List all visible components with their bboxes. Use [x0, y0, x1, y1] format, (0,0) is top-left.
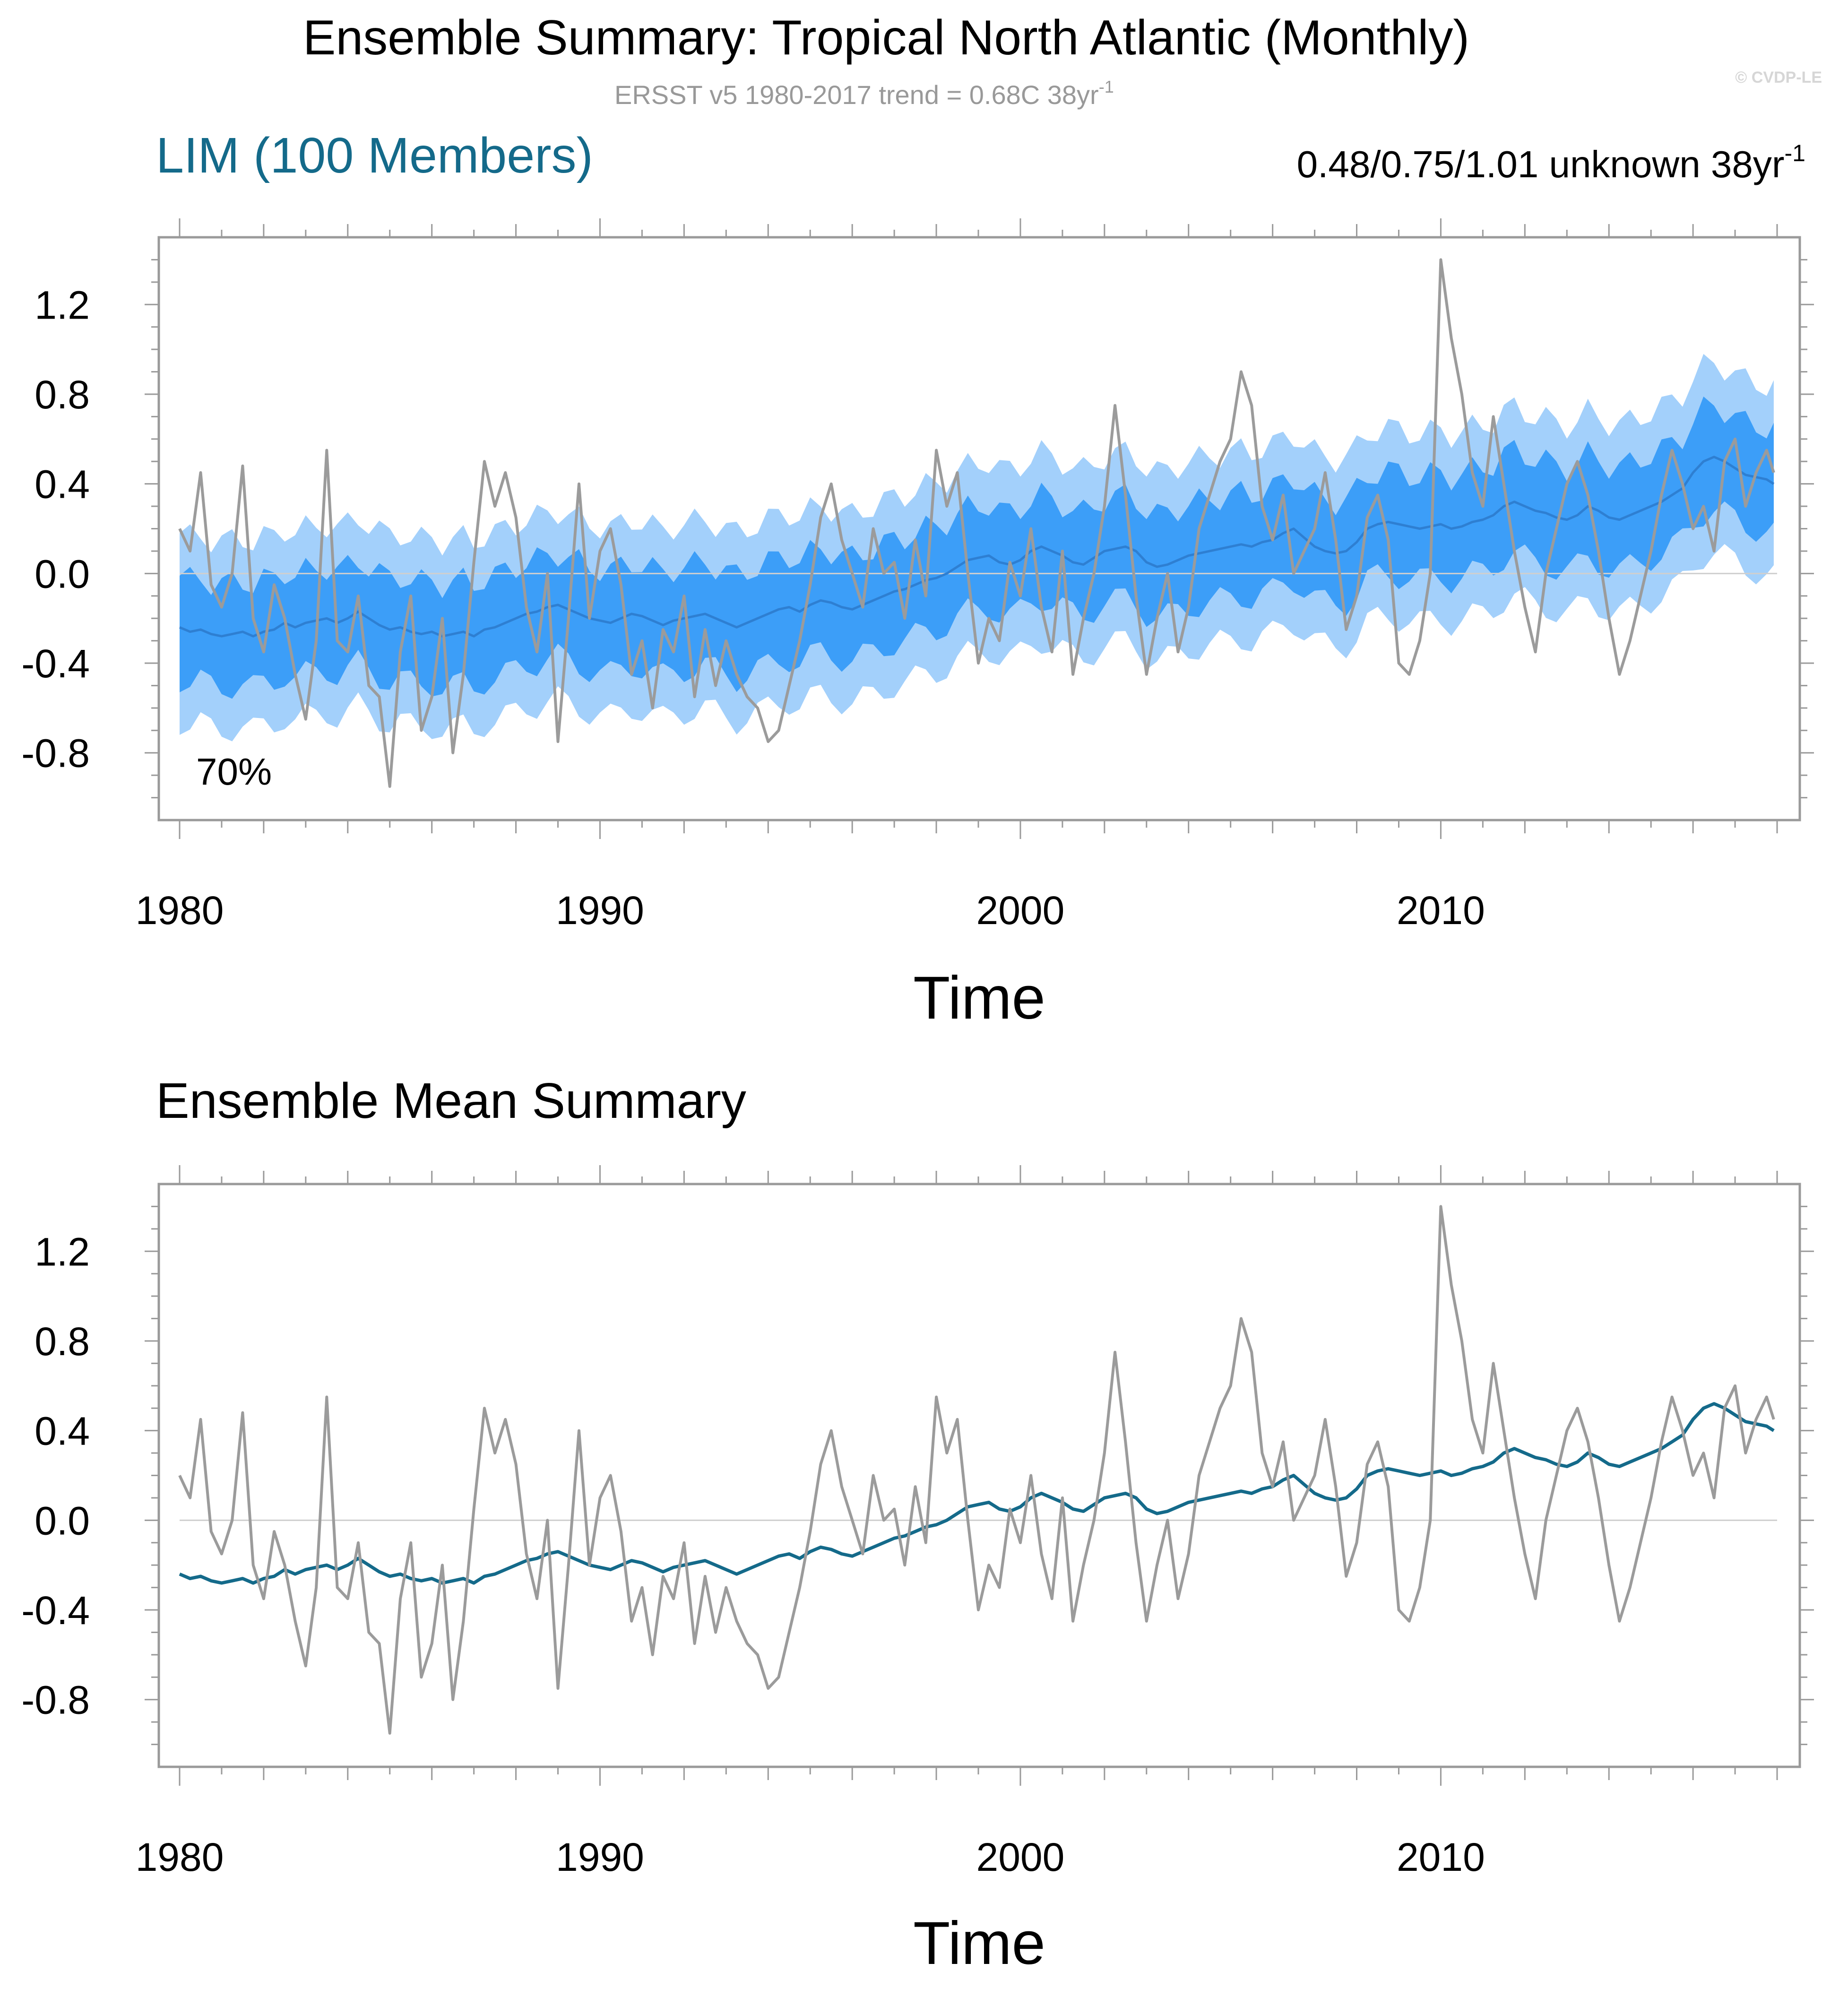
top-model-label: LIM (100 Members) [156, 128, 593, 183]
bottom-series-lines [178, 1205, 1777, 1735]
bottom-x-axis: 1980 1990 2000 2010 [136, 1165, 1778, 1879]
bottom-x-tick-label: 1990 [556, 1835, 644, 1879]
bottom-y-tick-label: 0.0 [35, 1498, 90, 1543]
top-x-axis: 1980 1990 2000 2010 [136, 218, 1778, 933]
bottom-x-tick-label: 1980 [136, 1835, 224, 1879]
top-x-tick-label: 1990 [556, 888, 644, 933]
bottom-y-tick-label: 0.4 [35, 1409, 90, 1453]
bottom-x-tick-label: 2000 [976, 1835, 1065, 1879]
panel-top: LIM (100 Members) 0.48/0.75/1.01 unknown… [21, 128, 1814, 1032]
figure-subtitle-sup: -1 [1099, 77, 1114, 96]
top-y-tick-label: 0.0 [35, 552, 90, 596]
figure-title: Ensemble Summary: Tropical North Atlanti… [303, 10, 1469, 65]
bottom-y-tick-label: -0.4 [21, 1588, 90, 1633]
top-trend-label: 0.48/0.75/1.01 unknown 38yr-1 [1297, 140, 1805, 185]
ensemble-inner-band [180, 396, 1774, 699]
ensemble-bands [180, 354, 1774, 742]
watermark: © CVDP-LE [1735, 69, 1822, 86]
bottom-observed-line [178, 1205, 1775, 1735]
top-y-tick-label: -0.4 [21, 641, 90, 686]
top-series-lines [178, 258, 1777, 788]
bottom-plot-frame [157, 1183, 1801, 1768]
top-ensemble-mean-line [179, 456, 1775, 638]
bottom-ensemble-mean-line [179, 1402, 1775, 1585]
bottom-y-tick-label: 1.2 [35, 1229, 90, 1274]
top-y-tick-label: 1.2 [35, 283, 90, 327]
top-y-tick-label: 0.4 [35, 462, 90, 507]
top-y-tick-label: 0.8 [35, 372, 90, 417]
top-observed-line [178, 258, 1775, 788]
figure-subtitle: ERSST v5 1980-2017 trend = 0.68C 38yr-1 [614, 77, 1114, 110]
bottom-y-tick-label: 0.8 [35, 1319, 90, 1364]
top-trend-sup: -1 [1785, 140, 1805, 166]
panel-bottom: Ensemble Mean Summary 1.2 0.8 0.4 0.0 -0.4 -0… [21, 1073, 1814, 1977]
top-x-tick-label: 1980 [136, 888, 224, 933]
figure-subtitle-text: ERSST v5 1980-2017 trend = 0.68C 38yr [614, 80, 1099, 110]
top-x-tick-label: 2000 [976, 888, 1065, 933]
top-x-axis-title: Time [913, 964, 1045, 1032]
top-y-axis: 1.2 0.8 0.4 0.0 -0.4 -0.8 [21, 259, 1814, 799]
top-y-tick-label: -0.8 [21, 731, 90, 776]
top-trend-text: 0.48/0.75/1.01 unknown 38yr [1297, 143, 1785, 185]
top-x-tick-label: 2010 [1397, 888, 1485, 933]
bottom-x-axis-title: Time [913, 1910, 1045, 1977]
bottom-y-axis: 1.2 0.8 0.4 0.0 -0.4 -0.8 [21, 1205, 1814, 1746]
percentile-annotation: 70% [196, 751, 272, 793]
bottom-y-tick-label: -0.8 [21, 1678, 90, 1722]
bottom-panel-title: Ensemble Mean Summary [156, 1073, 746, 1129]
bottom-x-tick-label: 2010 [1397, 1835, 1485, 1879]
